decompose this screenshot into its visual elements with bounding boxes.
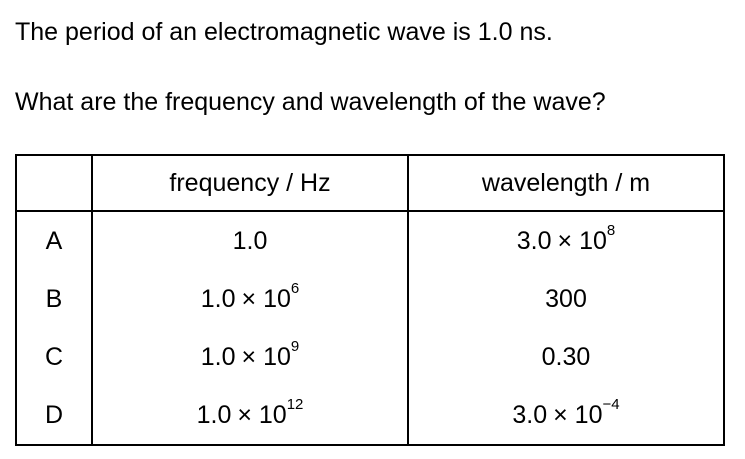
option-row-d[interactable]: D 1.0 × 1012 3.0 × 10−4 <box>15 386 725 446</box>
option-row-c[interactable]: C 1.0 × 109 0.30 <box>15 328 725 386</box>
wavelength-exponent: −4 <box>602 396 620 414</box>
option-row-a[interactable]: A 1.0 3.0 × 108 <box>15 211 725 270</box>
option-frequency-value: 1.0 <box>91 211 409 270</box>
option-frequency-value: 1.0 × 109 <box>91 328 409 386</box>
frequency-exponent: 6 <box>290 280 300 298</box>
frequency-mantissa: 1.0 <box>200 342 236 371</box>
header-wavelength: wavelength / m <box>407 154 725 212</box>
table-header-row: frequency / Hz wavelength / m <box>15 154 725 212</box>
frequency-mantissa: 1.0 <box>232 226 268 255</box>
answer-options-table: frequency / Hz wavelength / m A 1.0 3.0 × 1… <box>15 154 725 446</box>
frequency-exponent: 12 <box>286 396 304 414</box>
frequency-exponent: 9 <box>290 338 300 356</box>
option-letter: C <box>15 328 93 386</box>
wavelength-mantissa: 3.0 <box>512 400 548 429</box>
option-wavelength-value: 3.0 × 10−4 <box>407 386 725 446</box>
times-sign: × 10 <box>241 284 291 313</box>
header-empty-cell <box>15 154 93 212</box>
wavelength-mantissa: 0.30 <box>541 342 591 371</box>
times-sign: × 10 <box>557 226 607 255</box>
option-letter: D <box>15 386 93 446</box>
option-letter: A <box>15 211 93 270</box>
wavelength-mantissa: 3.0 <box>516 226 552 255</box>
option-wavelength-value: 3.0 × 108 <box>407 211 725 270</box>
option-wavelength-value: 0.30 <box>407 328 725 386</box>
times-sign: × 10 <box>237 400 287 429</box>
wavelength-mantissa: 300 <box>545 284 587 313</box>
wavelength-exponent: 8 <box>606 222 616 240</box>
frequency-mantissa: 1.0 <box>200 284 236 313</box>
question-prompt: What are the frequency and wavelength of… <box>15 88 606 116</box>
question-statement: The period of an electromagnetic wave is… <box>15 18 553 46</box>
option-wavelength-value: 300 <box>407 270 725 328</box>
option-frequency-value: 1.0 × 1012 <box>91 386 409 446</box>
header-frequency: frequency / Hz <box>91 154 409 212</box>
times-sign: × 10 <box>553 400 603 429</box>
option-row-b[interactable]: B 1.0 × 106 300 <box>15 270 725 328</box>
option-frequency-value: 1.0 × 106 <box>91 270 409 328</box>
frequency-mantissa: 1.0 <box>196 400 232 429</box>
option-letter: B <box>15 270 93 328</box>
times-sign: × 10 <box>241 342 291 371</box>
